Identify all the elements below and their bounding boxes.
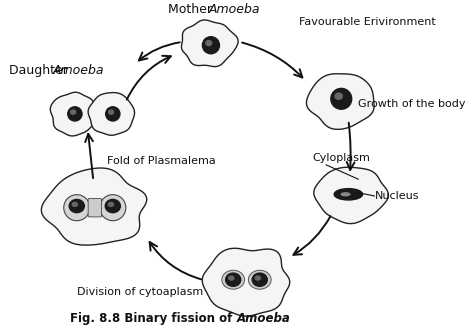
Polygon shape (88, 92, 135, 135)
FancyArrowPatch shape (139, 42, 180, 60)
Ellipse shape (71, 110, 75, 114)
Ellipse shape (222, 270, 245, 289)
Text: Cyloplasm: Cyloplasm (313, 153, 371, 163)
Ellipse shape (341, 193, 350, 196)
Text: Amoeba: Amoeba (209, 3, 260, 16)
Ellipse shape (68, 107, 82, 121)
Ellipse shape (108, 202, 114, 206)
FancyArrowPatch shape (127, 56, 171, 99)
Polygon shape (314, 167, 388, 223)
Ellipse shape (252, 273, 267, 286)
Polygon shape (202, 248, 290, 316)
Text: Amoeba: Amoeba (53, 64, 105, 77)
Ellipse shape (100, 195, 126, 221)
Ellipse shape (206, 41, 212, 46)
Ellipse shape (106, 107, 120, 121)
FancyBboxPatch shape (88, 199, 101, 217)
Ellipse shape (105, 199, 120, 213)
Text: Fig. 8.8 Binary fission of: Fig. 8.8 Binary fission of (71, 312, 237, 325)
Text: Growth of the body: Growth of the body (358, 99, 465, 109)
Ellipse shape (109, 110, 113, 114)
Text: Division of cytoaplasm: Division of cytoaplasm (77, 287, 203, 297)
FancyArrowPatch shape (85, 134, 93, 178)
Polygon shape (41, 168, 147, 245)
Text: Amoeba: Amoeba (237, 312, 291, 325)
Ellipse shape (334, 189, 363, 200)
Text: Mother: Mother (168, 3, 216, 16)
Ellipse shape (228, 276, 234, 280)
Ellipse shape (226, 273, 241, 286)
Text: Daughter: Daughter (9, 64, 73, 77)
Text: Fold of Plasmalema: Fold of Plasmalema (107, 156, 216, 166)
Ellipse shape (248, 270, 271, 289)
Polygon shape (182, 20, 238, 67)
Polygon shape (307, 74, 374, 129)
Ellipse shape (69, 199, 84, 213)
FancyArrowPatch shape (242, 43, 302, 77)
Ellipse shape (255, 276, 261, 280)
Text: Nucleus: Nucleus (374, 191, 419, 201)
Text: Favourable Erivironment: Favourable Erivironment (299, 17, 436, 27)
FancyArrowPatch shape (293, 216, 330, 255)
Ellipse shape (335, 93, 342, 99)
Ellipse shape (72, 202, 78, 206)
FancyArrowPatch shape (150, 242, 201, 279)
Ellipse shape (202, 37, 219, 54)
Ellipse shape (64, 195, 90, 221)
Ellipse shape (331, 88, 352, 109)
FancyArrowPatch shape (347, 123, 355, 170)
Polygon shape (50, 92, 96, 136)
